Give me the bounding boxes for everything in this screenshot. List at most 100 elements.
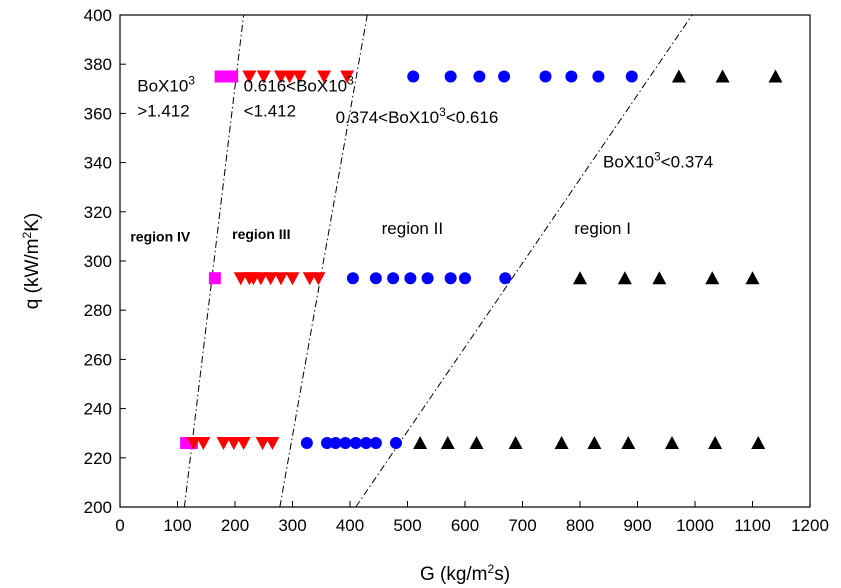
annotation-region-iv: region IV <box>130 228 191 244</box>
point-triangle-down <box>282 70 297 84</box>
point-triangle-down <box>265 437 280 451</box>
data-points <box>180 69 783 451</box>
point-triangle-down <box>292 70 307 84</box>
point-triangle-up <box>440 436 455 450</box>
point-circle <box>404 272 417 285</box>
point-triangle-up <box>745 271 760 285</box>
point-circle <box>444 70 457 83</box>
y-tick-label: 300 <box>84 252 112 271</box>
x-axis-title: G (kg/m2s) <box>420 562 510 585</box>
annotation-bo-gt: >1.412 <box>137 101 189 120</box>
point-circle <box>329 437 342 450</box>
point-triangle-up <box>469 436 484 450</box>
point-triangle-up <box>708 436 723 450</box>
y-tick-label: 380 <box>84 55 112 74</box>
x-tick-label: 1100 <box>734 516 771 535</box>
point-triangle-up <box>665 436 679 450</box>
point-triangle-up <box>508 436 523 450</box>
point-triangle-up <box>715 69 730 83</box>
point-triangle-down <box>242 70 257 84</box>
x-tick-label: 800 <box>566 516 594 535</box>
point-circle <box>390 437 402 450</box>
point-triangle-down <box>285 272 300 286</box>
point-circle <box>625 70 638 83</box>
point-circle <box>498 70 511 83</box>
x-tick-label: 100 <box>163 516 191 535</box>
point-triangle-up <box>705 271 720 285</box>
point-circle <box>473 70 486 83</box>
annotation-bo-gt: BoX103 <box>137 73 195 95</box>
point-square <box>226 70 239 83</box>
point-square <box>208 272 221 285</box>
annotation-region-i: region I <box>574 219 631 238</box>
x-tick-label: 200 <box>221 516 249 535</box>
point-triangle-up <box>413 436 428 450</box>
point-circle <box>346 272 359 285</box>
point-triangle-up <box>671 69 686 83</box>
annotation-bo-mid1: 0.616<BoX103 <box>244 73 355 95</box>
x-tick-label: 600 <box>451 516 479 535</box>
point-circle <box>339 437 352 450</box>
annotation-bo-lt: BoX103<0.374 <box>603 150 713 172</box>
point-triangle-up <box>573 271 587 285</box>
point-triangle-down <box>196 437 211 451</box>
point-circle <box>592 70 605 83</box>
y-axis-title: q (kW/m2K) <box>20 213 43 309</box>
y-tick-label: 400 <box>84 6 112 25</box>
point-circle <box>387 272 400 285</box>
y-tick-label: 200 <box>84 498 112 517</box>
x-tick-label: 900 <box>623 516 651 535</box>
x-tick-label: 1000 <box>676 516 714 535</box>
point-circle <box>349 437 362 450</box>
point-circle <box>499 272 512 285</box>
x-tick-label: 0 <box>115 516 124 535</box>
x-tick-label: 300 <box>278 516 306 535</box>
point-triangle-down <box>317 70 332 84</box>
point-triangle-up <box>621 436 636 450</box>
point-circle <box>444 272 457 285</box>
point-circle <box>369 272 382 285</box>
axis-ticks: 0 100 200 300 400 500 600 700 800 900 1000 1100 1200… <box>84 6 829 535</box>
y-tick-label: 240 <box>84 400 112 419</box>
annotations: BoX103 >1.412 0.616<BoX103 <1.412 0.374<BoX1… <box>130 73 713 244</box>
point-triangle-up <box>751 436 766 450</box>
point-circle <box>321 437 333 450</box>
point-circle <box>421 272 434 285</box>
point-triangle-down <box>253 272 268 286</box>
y-tick-label: 220 <box>84 449 112 468</box>
point-circle <box>300 437 313 450</box>
annotation-bo-mid1: <1.412 <box>244 101 296 120</box>
point-circle <box>360 437 373 450</box>
point-triangle-down <box>311 272 326 286</box>
point-triangle-down <box>226 437 241 451</box>
point-square <box>214 70 227 83</box>
point-triangle-down <box>274 272 288 286</box>
x-tick-label: 500 <box>393 516 421 535</box>
boundary-line <box>183 14 245 508</box>
y-tick-label: 320 <box>84 203 112 222</box>
point-circle <box>539 70 552 83</box>
point-triangle-down <box>255 437 270 451</box>
point-triangle-up <box>587 436 602 450</box>
y-tick-label: 340 <box>84 154 112 173</box>
annotation-region-ii: region II <box>382 219 443 238</box>
point-triangle-up <box>652 271 667 285</box>
point-triangle-down <box>256 70 271 84</box>
annotation-region-iii: region III <box>232 226 290 242</box>
point-triangle-down <box>186 437 201 451</box>
boundary-lines <box>183 14 693 508</box>
x-tick-label: 400 <box>336 516 364 535</box>
point-triangle-up <box>617 271 632 285</box>
point-triangle-down <box>263 272 278 286</box>
point-triangle-down <box>340 70 355 84</box>
boundary-line <box>355 14 693 508</box>
point-triangle-down <box>216 437 231 451</box>
point-circle <box>565 70 578 83</box>
y-tick-label: 360 <box>84 104 112 123</box>
point-circle <box>369 437 382 450</box>
point-circle <box>407 70 420 83</box>
point-triangle-down <box>236 437 251 451</box>
x-tick-label: 700 <box>508 516 536 535</box>
y-tick-label: 280 <box>84 301 112 320</box>
